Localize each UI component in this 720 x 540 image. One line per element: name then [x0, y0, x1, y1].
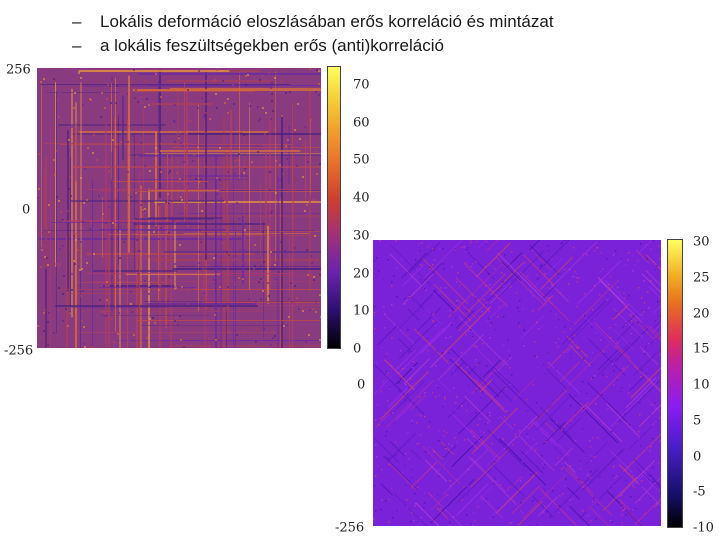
colorbar-1-tick: 50 — [353, 152, 370, 168]
bullet-text: a lokális feszültségekben erős (anti)kor… — [100, 36, 444, 55]
colorbar-2 — [667, 239, 683, 528]
bullet-text: Lokális deformáció eloszlásában erős kor… — [100, 12, 554, 31]
heatmap-2-ytick-top: 0 — [357, 377, 366, 393]
colorbar-2-tick: -10 — [693, 520, 714, 536]
bullet-dash: – — [72, 36, 82, 55]
heatmap-2 — [373, 240, 661, 526]
colorbar-1-tick: 10 — [353, 303, 370, 319]
colorbar-2-tick: 25 — [693, 270, 710, 286]
colorbar-1 — [327, 66, 341, 349]
colorbar-1-tick: 20 — [353, 266, 370, 282]
heatmap-1-ytick-bottom: -256 — [4, 343, 34, 359]
colorbar-1-tick: 40 — [353, 190, 370, 206]
colorbar-1-tick: 0 — [353, 341, 362, 357]
colorbar-1-tick: 60 — [353, 115, 370, 131]
colorbar-2-tick: 5 — [693, 413, 702, 429]
heatmap-1-ytick-top: 256 — [6, 62, 31, 78]
heatmap-2-ytick-bottom: -256 — [335, 520, 365, 536]
colorbar-2-tick: 10 — [693, 377, 710, 393]
bullet-1: – Lokális deformáció eloszlásában erős ko… — [72, 10, 554, 34]
colorbar-2-tick: 20 — [693, 306, 710, 321]
colorbar-1-tick: 30 — [353, 228, 370, 244]
colorbar-2-tick: 15 — [693, 341, 710, 357]
colorbar-1-tick: 70 — [353, 77, 370, 93]
heatmap-2-canvas — [373, 240, 661, 526]
colorbar-2-tick: 30 — [693, 234, 710, 250]
heatmap-1-canvas — [37, 68, 321, 348]
heatmap-1 — [37, 68, 321, 348]
bullet-list: – Lokális deformáció eloszlásában erős ko… — [72, 10, 554, 58]
bullet-dash: – — [72, 12, 82, 31]
bullet-2: – a lokális feszültségekben erős (anti)ko… — [72, 34, 554, 58]
colorbar-2-tick: 0 — [693, 449, 702, 464]
heatmap-1-ytick-mid: 0 — [22, 202, 31, 218]
colorbar-2-tick: -5 — [693, 484, 706, 500]
